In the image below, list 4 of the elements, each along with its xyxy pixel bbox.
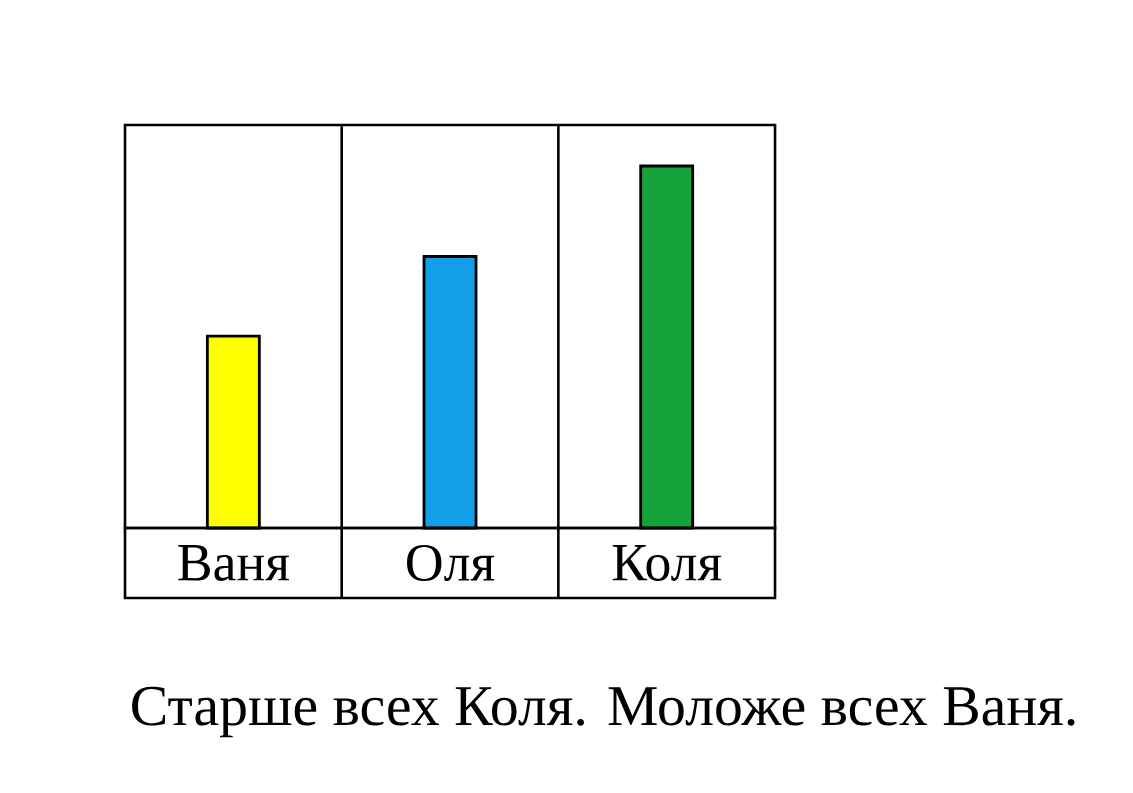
x-tick-label: Коля — [612, 545, 722, 581]
x-tick-label: Ваня — [178, 545, 290, 581]
x-tick-label: Оля — [407, 544, 495, 582]
text: Старше всех Коля. Моложе всех Ваня. — [132, 686, 1075, 738]
